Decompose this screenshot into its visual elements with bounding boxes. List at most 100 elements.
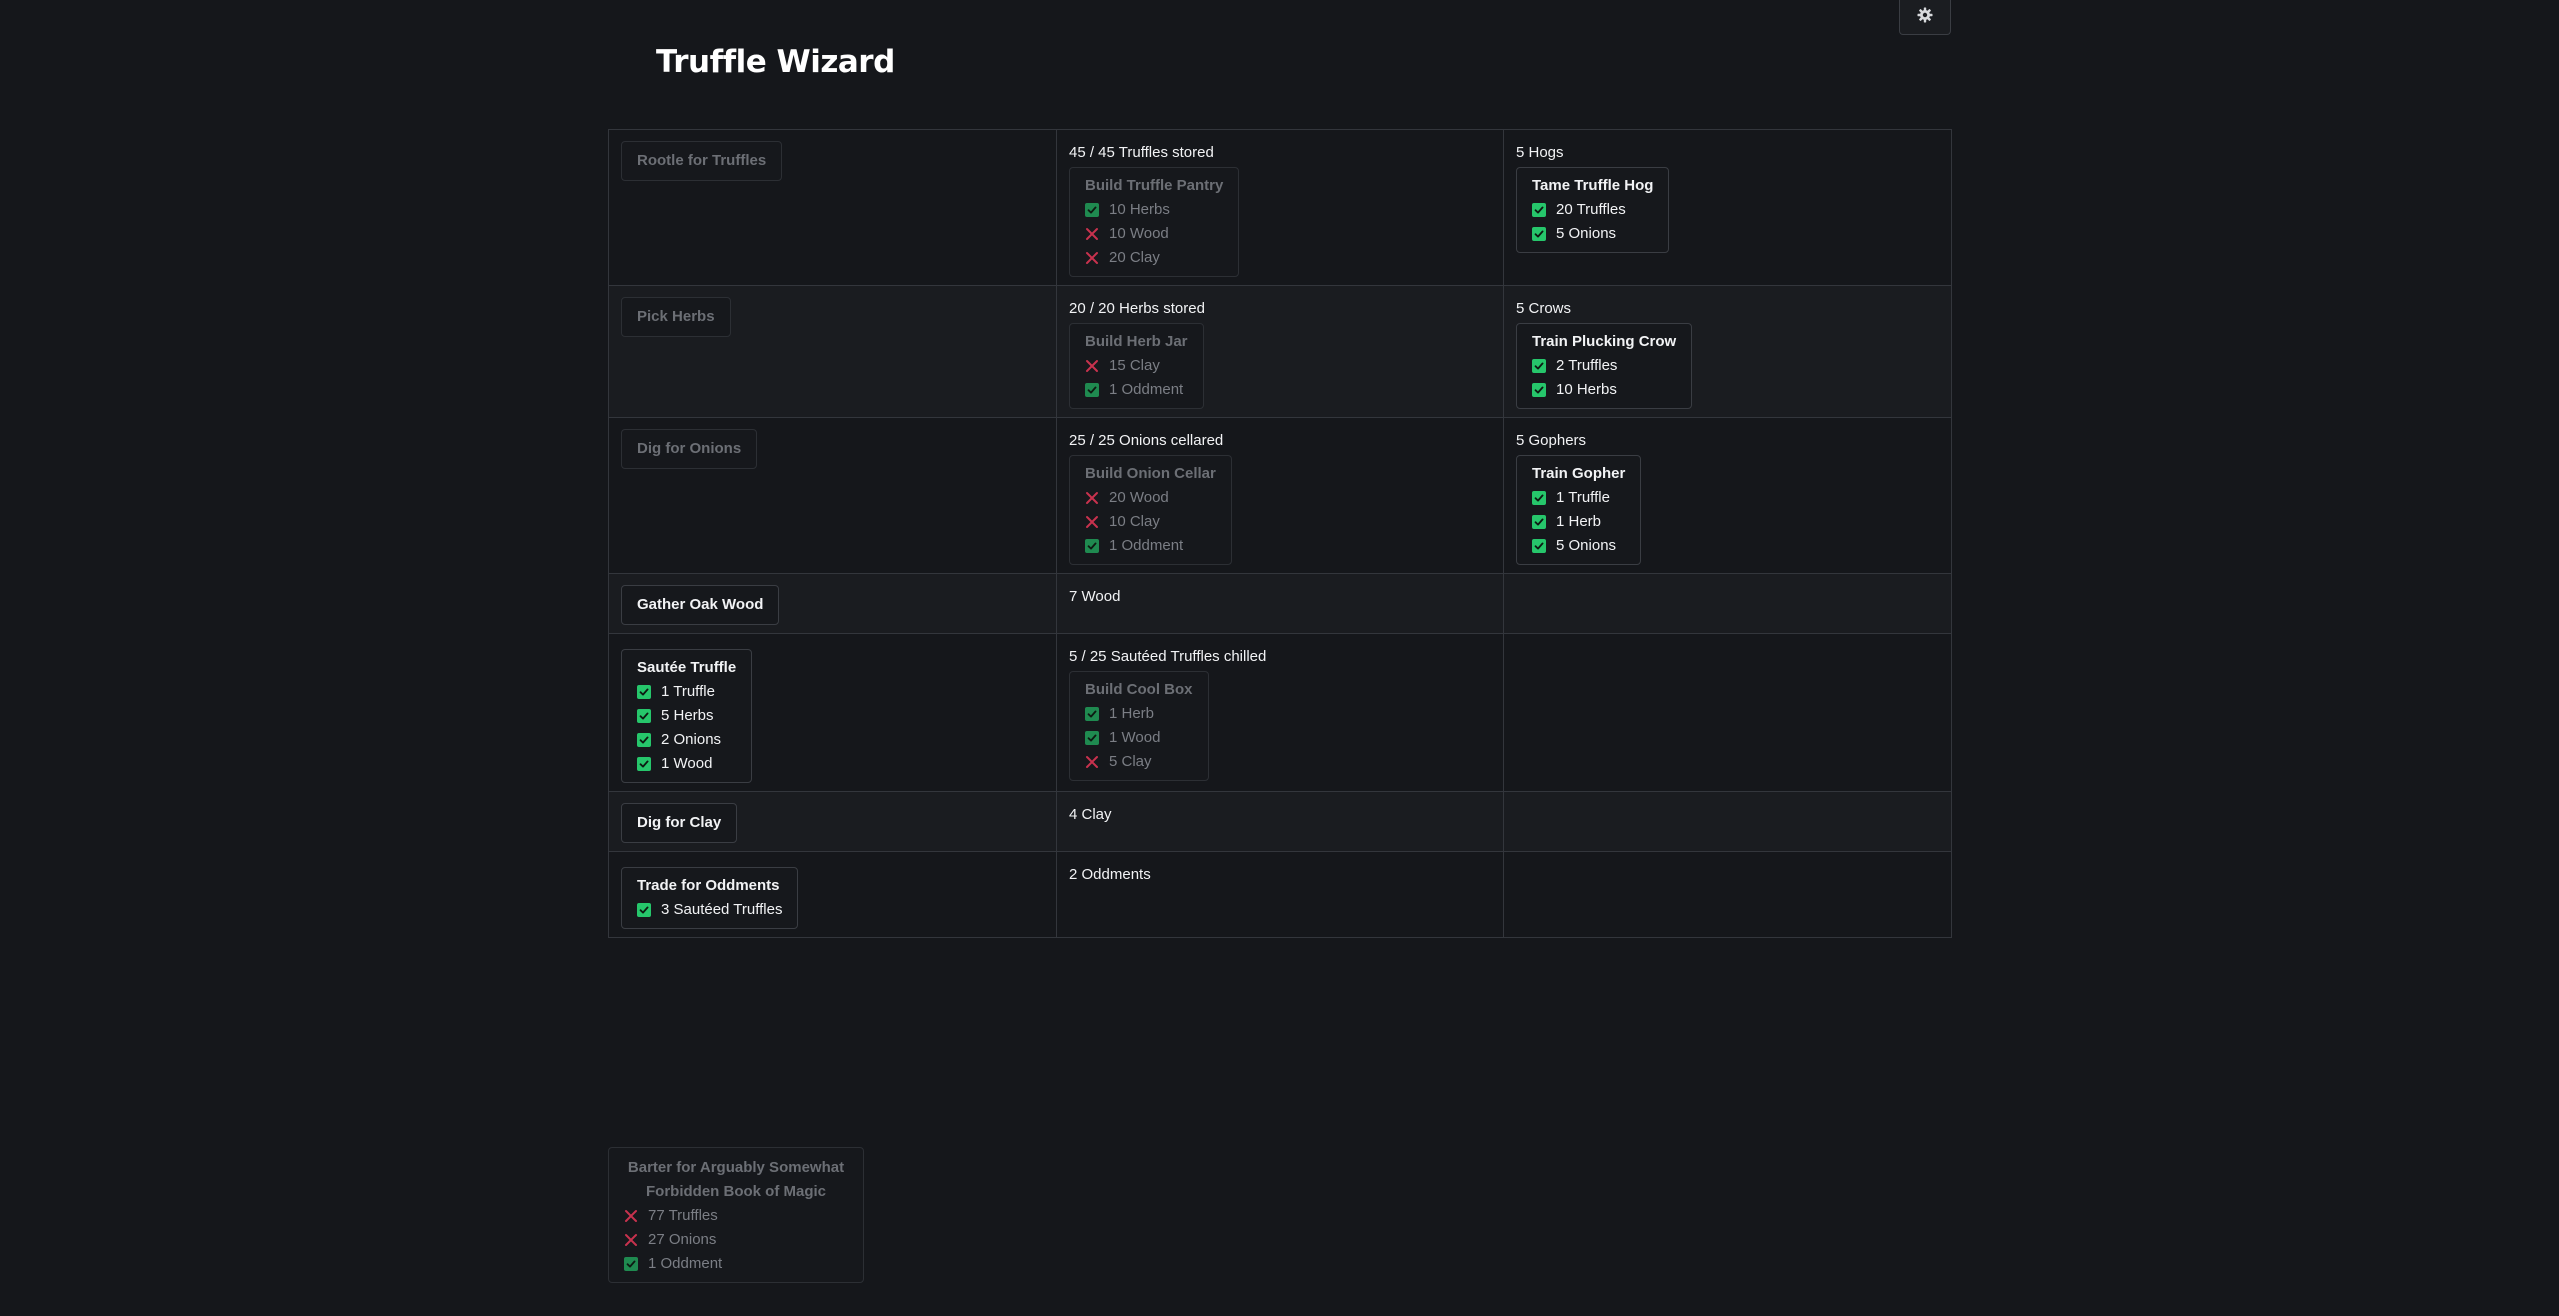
helper-count: 5 Crows xyxy=(1516,300,1572,317)
resource-table: Rootle for Truffles 45 / 45 Truffles stor… xyxy=(608,129,1952,938)
requirement-item: 10 Herbs xyxy=(1532,378,1676,402)
storage-count: 7 Wood xyxy=(1069,588,1121,605)
cross-icon xyxy=(1085,227,1099,241)
tame-truffle-hog-card[interactable]: Tame Truffle Hog 20 Truffles 5 Onions xyxy=(1516,167,1670,253)
table-row: Rootle for Truffles 45 / 45 Truffles stor… xyxy=(609,130,1951,285)
dig-for-clay-button[interactable]: Dig for Clay xyxy=(621,803,738,843)
helper-cell xyxy=(1503,852,1951,937)
check-icon xyxy=(637,733,651,747)
check-icon xyxy=(1532,491,1546,505)
train-gopher-card[interactable]: Train Gopher 1 Truffle 1 Herb 5 Onions xyxy=(1516,455,1642,565)
requirement-text: 10 Herbs xyxy=(1109,201,1170,218)
requirement-item: 1 Wood xyxy=(637,752,736,776)
helper-cell xyxy=(1503,634,1951,791)
requirement-item: 10 Herbs xyxy=(1085,198,1223,222)
gear-icon xyxy=(1917,7,1933,28)
requirement-item: 1 Oddment xyxy=(1085,534,1216,558)
requirement-item: 10 Clay xyxy=(1085,510,1216,534)
check-icon xyxy=(637,685,651,699)
storage-cell: 25 / 25 Onions cellared Build Onion Cella… xyxy=(1056,418,1503,573)
settings-button[interactable] xyxy=(1899,0,1951,35)
check-icon xyxy=(1532,539,1546,553)
build-truffle-pantry-card: Build Truffle Pantry 10 Herbs 10 Wood 20 Cl… xyxy=(1069,167,1240,277)
train-plucking-crow-card[interactable]: Train Plucking Crow 2 Truffles 10 Herbs xyxy=(1516,323,1693,409)
check-icon xyxy=(637,903,651,917)
requirement-item: 5 Herbs xyxy=(637,704,736,728)
requirement-item: 2 Onions xyxy=(637,728,736,752)
cross-icon xyxy=(1085,515,1099,529)
requirement-text: 10 Herbs xyxy=(1556,381,1617,398)
requirement-item: 27 Onions xyxy=(624,1228,848,1252)
action-cell: Rootle for Truffles xyxy=(609,130,1056,285)
requirement-text: 1 Oddment xyxy=(1109,537,1184,554)
trade-for-oddments-card[interactable]: Trade for Oddments 3 Sautéed Truffles xyxy=(621,867,799,929)
requirement-item: 77 Truffles xyxy=(624,1204,848,1228)
check-icon xyxy=(1532,203,1546,217)
storage-cell: 7 Wood xyxy=(1056,574,1503,633)
check-icon xyxy=(1085,383,1099,397)
helper-cell: 5 Gophers Train Gopher 1 Truffle 1 Herb 5 On… xyxy=(1503,418,1951,573)
card-title: Build Truffle Pantry xyxy=(1085,177,1224,194)
requirement-item: 1 Herb xyxy=(1532,510,1625,534)
requirement-text: 10 Clay xyxy=(1109,513,1160,530)
saut-e-truffle-card[interactable]: Sautée Truffle 1 Truffle 5 Herbs 2 Onions 1 … xyxy=(621,649,753,783)
requirement-item: 1 Truffle xyxy=(1532,486,1625,510)
pick-herbs-button: Pick Herbs xyxy=(621,297,731,337)
requirement-text: 2 Truffles xyxy=(1556,357,1618,374)
requirement-text: 10 Wood xyxy=(1109,225,1169,242)
card-title: Tame Truffle Hog xyxy=(1532,177,1654,194)
card-title: Train Gopher xyxy=(1532,465,1626,482)
requirement-item: 2 Truffles xyxy=(1532,354,1676,378)
requirement-text: 1 Herb xyxy=(1556,513,1602,530)
requirement-text: 2 Onions xyxy=(661,731,722,748)
card-title: Build Cool Box xyxy=(1085,681,1193,698)
barter-book-title: Barter for Arguably Somewhat Forbidden B… xyxy=(627,1159,845,1200)
requirement-text: 5 Onions xyxy=(1556,225,1617,242)
action-cell: Sautée Truffle 1 Truffle 5 Herbs 2 Onions 1 … xyxy=(609,634,1056,791)
card-title: Sautée Truffle xyxy=(637,659,737,676)
card-title: Build Onion Cellar xyxy=(1085,465,1216,482)
table-row: Gather Oak Wood 7 Wood xyxy=(609,573,1951,633)
check-icon xyxy=(637,757,651,771)
check-icon xyxy=(1085,203,1099,217)
requirement-item: 5 Clay xyxy=(1085,750,1193,774)
requirement-text: 1 Oddment xyxy=(648,1255,723,1272)
card-title: Build Herb Jar xyxy=(1085,333,1188,350)
check-icon xyxy=(1085,539,1099,553)
storage-cell: 45 / 45 Truffles stored Build Truffle Pan… xyxy=(1056,130,1503,285)
storage-count: 25 / 25 Onions cellared xyxy=(1069,432,1224,449)
cross-icon xyxy=(1085,251,1099,265)
storage-count: 4 Clay xyxy=(1069,806,1112,823)
gather-oak-wood-button[interactable]: Gather Oak Wood xyxy=(621,585,780,625)
cross-icon xyxy=(1085,755,1099,769)
helper-count: 5 Gophers xyxy=(1516,432,1587,449)
build-onion-cellar-card: Build Onion Cellar 20 Wood 10 Clay 1 Oddmen… xyxy=(1069,455,1232,565)
requirement-text: 5 Clay xyxy=(1109,753,1152,770)
barter-book-card: Barter for Arguably Somewhat Forbidden B… xyxy=(608,1147,864,1283)
requirement-text: 1 Truffle xyxy=(661,683,715,700)
cross-icon xyxy=(624,1233,638,1247)
table-row: Dig for Clay 4 Clay xyxy=(609,791,1951,851)
table-row: Dig for Onions 25 / 25 Onions cellared Bui… xyxy=(609,417,1951,573)
requirement-text: 20 Clay xyxy=(1109,249,1160,266)
requirement-text: 20 Truffles xyxy=(1556,201,1626,218)
table-row: Trade for Oddments 3 Sautéed Truffles 2 Od… xyxy=(609,851,1951,937)
helper-cell: 5 Crows Train Plucking Crow 2 Truffles 10 H… xyxy=(1503,286,1951,417)
requirement-item: 5 Onions xyxy=(1532,222,1653,246)
check-icon xyxy=(1532,515,1546,529)
check-icon xyxy=(637,709,651,723)
card-title: Trade for Oddments xyxy=(637,877,780,894)
requirement-item: 1 Oddment xyxy=(624,1252,848,1276)
action-cell: Dig for Onions xyxy=(609,418,1056,573)
storage-cell: 2 Oddments xyxy=(1056,852,1503,937)
requirement-item: 5 Onions xyxy=(1532,534,1625,558)
action-cell: Pick Herbs xyxy=(609,286,1056,417)
requirement-text: 5 Herbs xyxy=(661,707,714,724)
storage-count: 20 / 20 Herbs stored xyxy=(1069,300,1205,317)
requirement-item: 20 Wood xyxy=(1085,486,1216,510)
check-icon xyxy=(1085,707,1099,721)
card-title: Train Plucking Crow xyxy=(1532,333,1677,350)
action-cell: Trade for Oddments 3 Sautéed Truffles xyxy=(609,852,1056,937)
check-icon xyxy=(1532,383,1546,397)
requirement-text: 5 Onions xyxy=(1556,537,1617,554)
